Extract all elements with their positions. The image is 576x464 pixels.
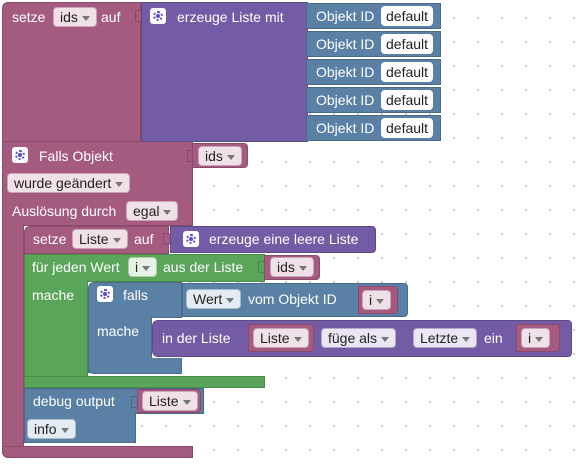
foreach-block-bottom (24, 376, 265, 388)
to-label: auf (101, 9, 121, 25)
from-list-label: aus der Liste (163, 259, 244, 275)
object-id-label: Objekt ID (316, 8, 375, 24)
trigger-block-bottom (2, 446, 193, 458)
variable-dropdown-liste[interactable]: Liste (253, 328, 309, 348)
create-empty-list-block[interactable] (170, 226, 376, 253)
variable-dropdown-ids[interactable]: ids (198, 146, 242, 166)
insert-suffix-label: ein (484, 330, 503, 346)
set-label: setze (12, 9, 46, 25)
variable-dropdown-i[interactable]: i (128, 257, 158, 277)
create-empty-list-label: erzeuge eine leere Liste (209, 231, 359, 247)
debug-label: debug output (33, 393, 115, 409)
variable-dropdown-liste[interactable]: Liste (142, 391, 198, 411)
trigger-dropdown[interactable]: egal (126, 201, 179, 221)
object-id-label: Objekt ID (316, 120, 375, 136)
trigger-block-spine (2, 225, 24, 451)
object-id-field[interactable]: default (381, 118, 434, 138)
variable-dropdown-i[interactable]: i (362, 290, 392, 310)
do-label: mache (32, 287, 75, 303)
do-label: mache (97, 323, 140, 339)
insert-position-dropdown[interactable]: Letzte (413, 328, 478, 348)
log-level-dropdown[interactable]: info (27, 419, 76, 439)
to-label: auf (134, 231, 154, 247)
foreach-label: für jeden Wert (32, 259, 120, 275)
create-list-with-block[interactable] (141, 2, 308, 142)
variable-dropdown-i[interactable]: i (521, 328, 551, 348)
variable-dropdown-ids[interactable]: ids (53, 7, 97, 27)
from-object-label: vom Objekt ID (248, 291, 337, 307)
gear-icon[interactable] (12, 147, 28, 163)
set-label: setze (33, 231, 67, 247)
object-id-label: Objekt ID (316, 36, 375, 52)
gear-icon[interactable] (97, 286, 113, 302)
condition-dropdown[interactable]: wurde geändert (7, 173, 131, 193)
foreach-block-spine (24, 281, 88, 377)
object-id-label: Objekt ID (316, 92, 375, 108)
if-block-bottom (88, 358, 182, 374)
object-id-field[interactable]: default (381, 34, 434, 54)
in-list-label: in der Liste (162, 330, 231, 346)
attribute-dropdown[interactable]: Wert (186, 289, 242, 309)
create-list-label: erzeuge Liste mit (177, 9, 284, 25)
if-label: falls (123, 287, 148, 303)
object-id-field[interactable]: default (381, 90, 434, 110)
variable-dropdown-ids[interactable]: ids (270, 257, 314, 277)
object-id-field[interactable]: default (381, 6, 434, 26)
trigger-title: Falls Objekt (39, 148, 113, 164)
gear-icon[interactable] (150, 8, 166, 24)
trigger-label: Auslösung durch (12, 203, 117, 219)
object-id-field[interactable]: default (381, 62, 434, 82)
object-id-label: Objekt ID (316, 64, 375, 80)
insert-mode-dropdown[interactable]: füge als (321, 328, 397, 348)
gear-icon[interactable] (183, 231, 199, 247)
variable-dropdown-liste[interactable]: Liste (72, 229, 128, 249)
